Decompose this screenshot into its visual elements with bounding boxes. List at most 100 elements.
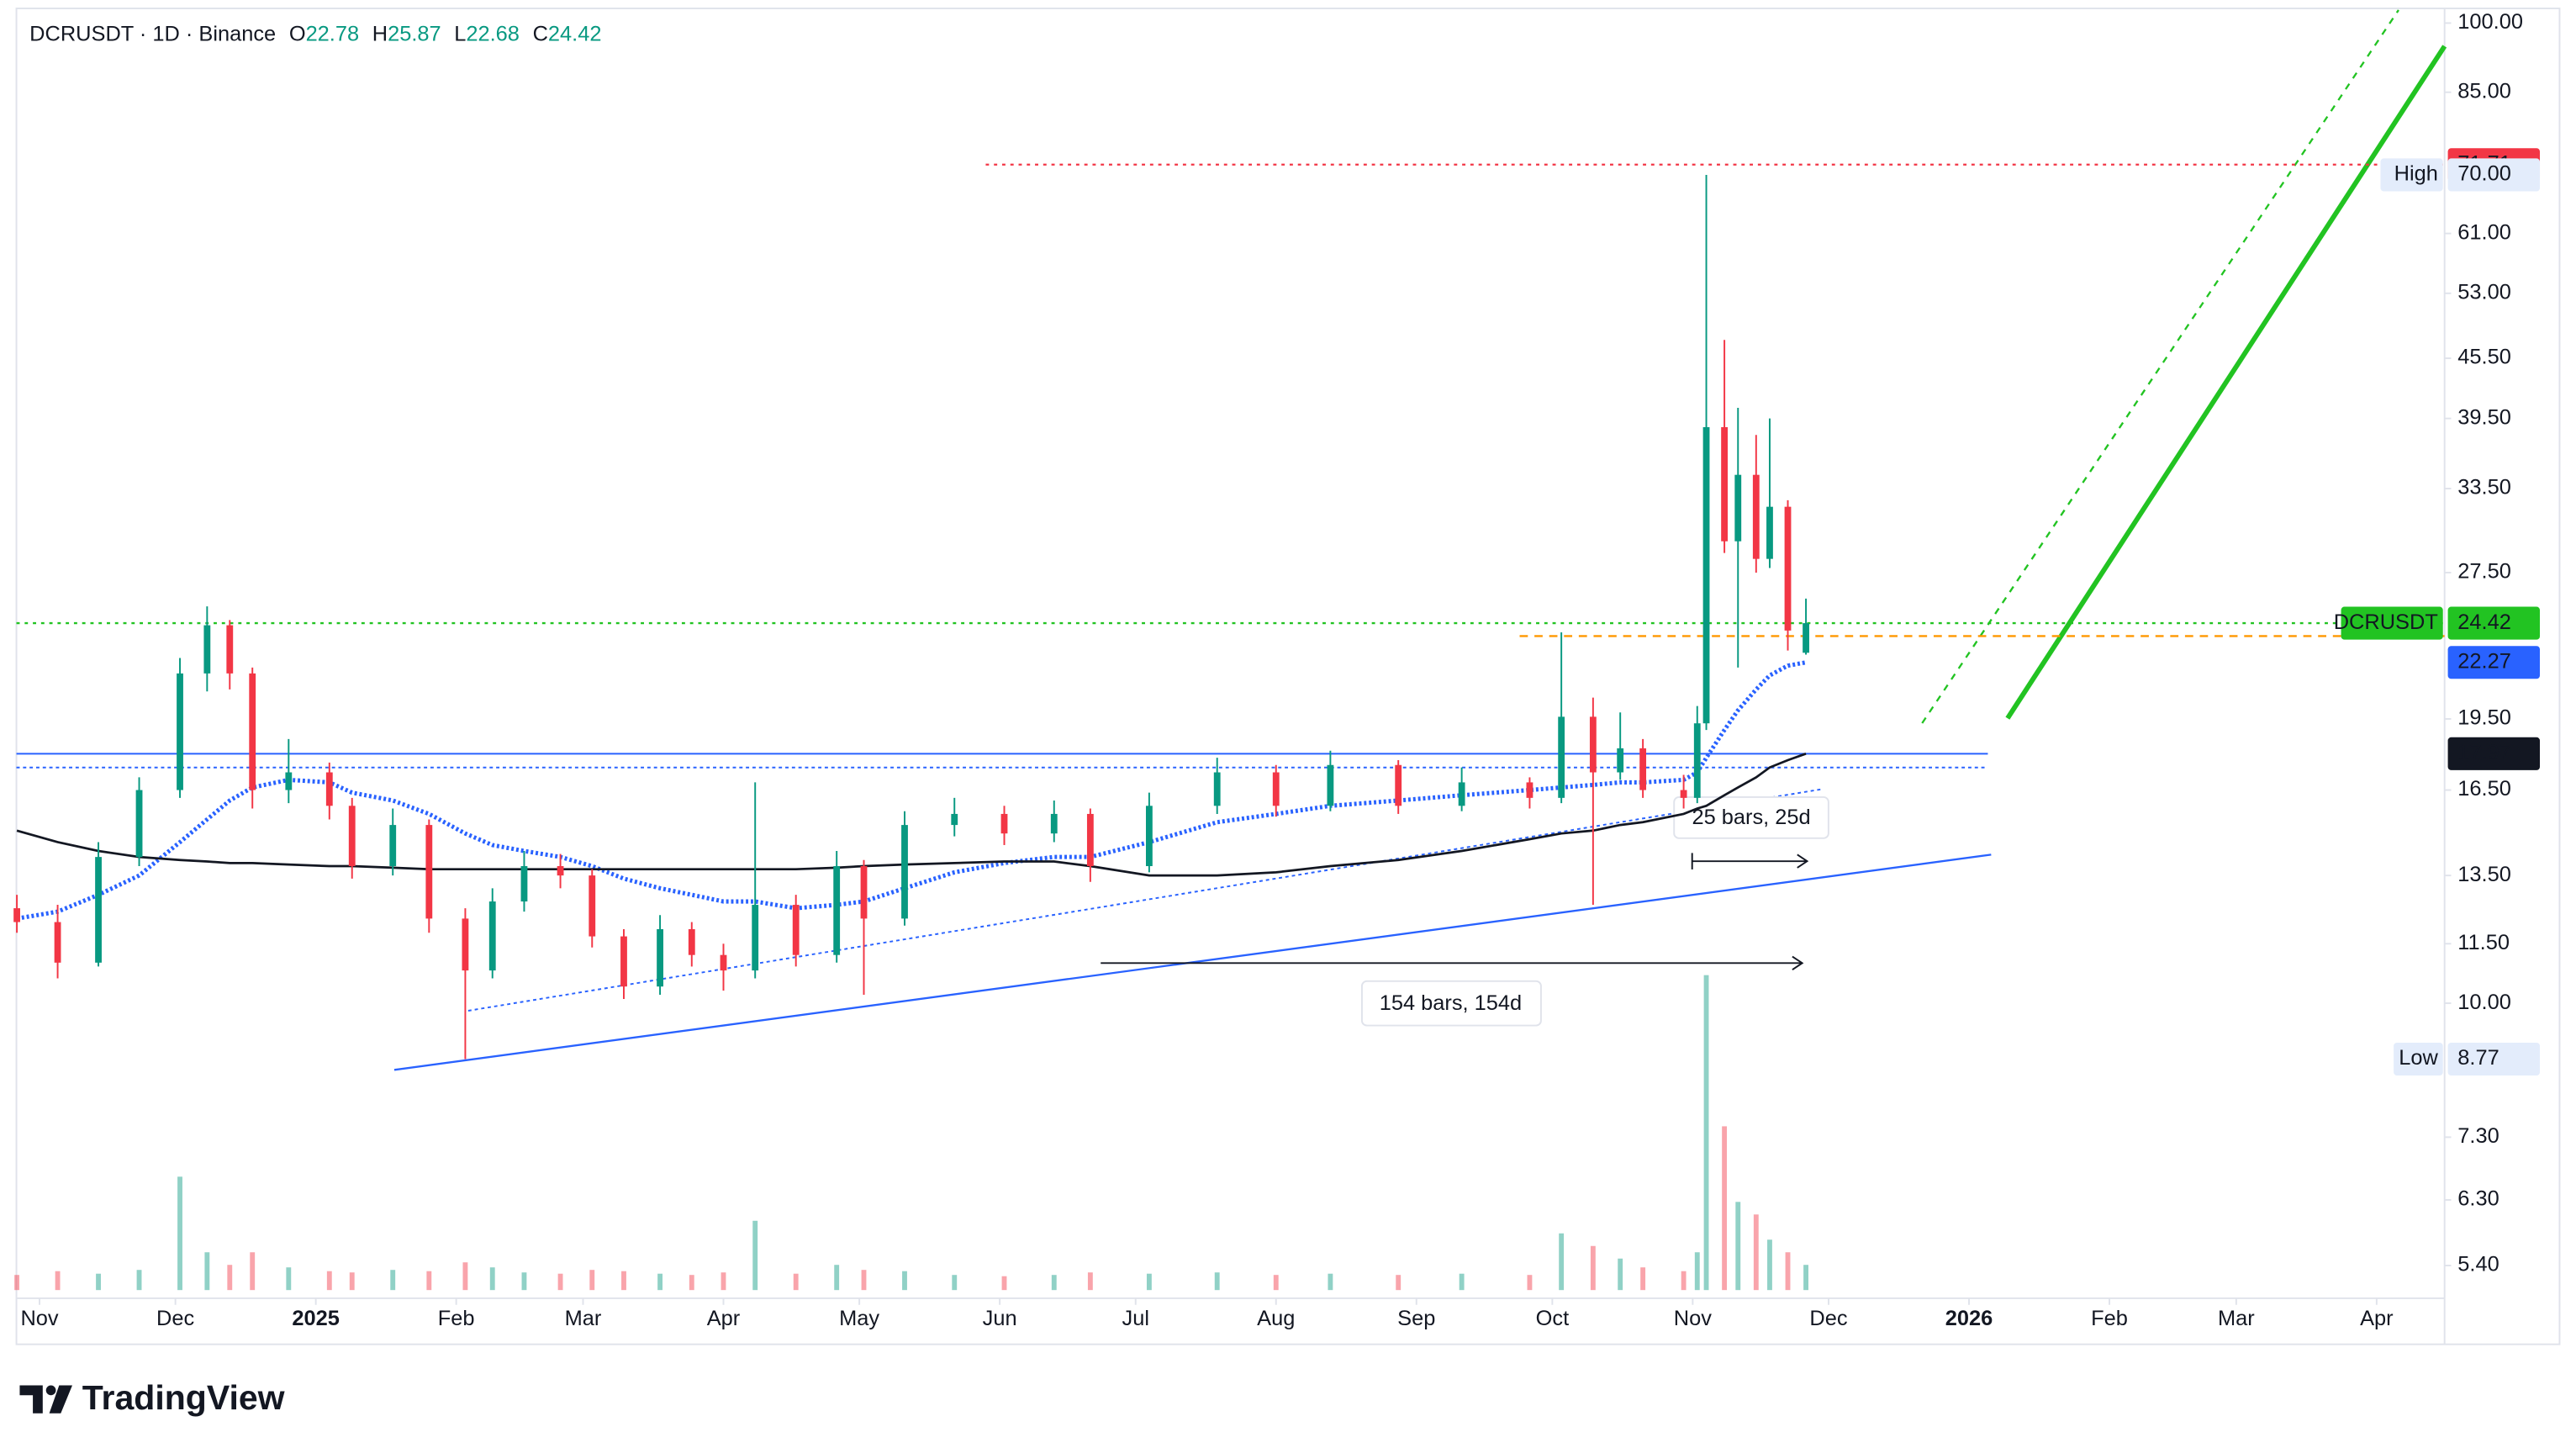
- ohlc-value: 25.87: [388, 22, 441, 45]
- volume-bar: [657, 1273, 663, 1291]
- y-tick-label: 19.50: [2457, 706, 2511, 730]
- candle-body: [325, 772, 333, 806]
- candle-body: [1734, 474, 1742, 542]
- candle-body: [720, 954, 727, 971]
- candle-body: [488, 901, 496, 971]
- candle-body: [135, 790, 143, 858]
- volume-bar: [1590, 1245, 1596, 1291]
- volume-bar: [1640, 1267, 1646, 1291]
- y-tick-label: 61.00: [2457, 220, 2511, 244]
- volume-bar: [1087, 1272, 1093, 1291]
- candle-body: [901, 825, 908, 919]
- volume-bar: [1559, 1233, 1565, 1291]
- candle-body: [1050, 813, 1058, 834]
- volume-bar: [1527, 1275, 1533, 1291]
- volume-bar: [621, 1271, 626, 1291]
- y-tick-label: 11.50: [2457, 931, 2510, 954]
- volume-bar: [752, 1220, 758, 1291]
- volume-bar: [14, 1275, 20, 1291]
- volume-bar: [1001, 1276, 1007, 1291]
- candle-body: [1589, 716, 1597, 773]
- x-tick-label: Aug: [1257, 1307, 1295, 1330]
- annotation-box: [1360, 980, 1542, 1027]
- y-tick-label: 100.00: [2457, 10, 2523, 34]
- price-label-name-box: [2341, 606, 2443, 640]
- volume-bar: [136, 1270, 142, 1291]
- x-tick-label: May: [839, 1307, 879, 1330]
- y-tick-label: 13.50: [2457, 863, 2511, 886]
- x-tick-label: Nov: [20, 1307, 58, 1330]
- volume-bar: [177, 1176, 182, 1291]
- y-tick-label: 33.50: [2457, 476, 2511, 499]
- volume-bar: [689, 1275, 694, 1291]
- candle-body: [1327, 764, 1334, 806]
- volume-bar: [1735, 1202, 1741, 1291]
- volume-bar: [1694, 1252, 1700, 1291]
- x-tick-label: Mar: [2218, 1307, 2255, 1330]
- volume-bar: [793, 1273, 799, 1291]
- candle-body: [1766, 506, 1773, 559]
- price-label: 22.27: [2457, 649, 2511, 673]
- price-label-name-box: [2380, 158, 2443, 192]
- y-tick-label: 16.50: [2457, 777, 2511, 801]
- price-label: 24.42: [2457, 610, 2511, 634]
- plot: 154 bars, 154d 25 bars, 25d: [13, 9, 2447, 1291]
- y-tick-label: 39.50: [2457, 405, 2511, 429]
- volume-bar: [286, 1267, 292, 1291]
- ohlc-name: C: [533, 22, 548, 45]
- volume-bar: [1753, 1214, 1759, 1291]
- channel-line: [2005, 45, 2447, 720]
- x-tick-label: Dec: [156, 1307, 194, 1330]
- volume-bar: [589, 1270, 595, 1291]
- candle-body: [951, 813, 958, 826]
- candle-body: [1558, 716, 1565, 798]
- volume-bar: [55, 1271, 61, 1291]
- price-label: 70.00: [2457, 162, 2511, 186]
- logo-mark: [19, 1385, 43, 1414]
- volume-bar: [227, 1265, 233, 1291]
- price-label-box: [2447, 606, 2541, 640]
- volume-bar: [952, 1275, 958, 1291]
- volume-bar: [1273, 1275, 1279, 1291]
- brand-logo: TradingView: [19, 1378, 285, 1417]
- volume-bar: [1459, 1273, 1465, 1291]
- chart-frame: [15, 8, 2561, 1345]
- price-label: 17.97: [2457, 741, 2511, 764]
- annotation: 25 bars, 25d: [1692, 806, 1810, 829]
- y-tick-label: 6.30: [2457, 1187, 2499, 1211]
- candle-body: [54, 922, 61, 963]
- ohlc-value: 22.78: [306, 22, 360, 45]
- volume-bar: [1703, 975, 1709, 1291]
- candle-body: [688, 928, 695, 955]
- price-label-name-box: [2394, 1042, 2443, 1076]
- candle-body: [1680, 790, 1687, 798]
- volume-bar: [902, 1271, 907, 1291]
- candle-body: [95, 857, 102, 963]
- candle-body: [285, 772, 293, 790]
- ohlc-name: L: [454, 22, 466, 45]
- y-tick-label: 5.40: [2457, 1253, 2499, 1276]
- price-label: 8.77: [2457, 1046, 2499, 1070]
- volume-bar: [1681, 1271, 1687, 1291]
- candle-body: [177, 673, 183, 790]
- channel-dashed: [1921, 9, 2399, 724]
- y-tick-label: 85.00: [2457, 79, 2511, 103]
- measure-arrow: [1792, 955, 1804, 970]
- candle-body: [348, 806, 356, 867]
- candle-body: [752, 905, 759, 971]
- price-label-box: [2447, 158, 2541, 192]
- x-tick-label: Sep: [1397, 1307, 1435, 1330]
- candle-body: [860, 866, 868, 919]
- candle-body: [1526, 782, 1533, 798]
- ohlc-value: 22.68: [466, 22, 520, 45]
- x-tick-label: 2026: [1945, 1307, 1993, 1330]
- candle-body: [462, 918, 469, 971]
- volume-bar: [204, 1252, 210, 1291]
- x-tick-label: Dec: [1809, 1307, 1847, 1330]
- logo-mark: [49, 1385, 72, 1414]
- ohlc: O22.78 H25.87 L22.68 C24.42: [289, 22, 602, 45]
- price-label-box: [2447, 1042, 2541, 1076]
- x-tick-label: Jul: [1122, 1307, 1149, 1330]
- y-tick-label: 7.30: [2457, 1124, 2499, 1148]
- volume-bar: [1146, 1273, 1152, 1291]
